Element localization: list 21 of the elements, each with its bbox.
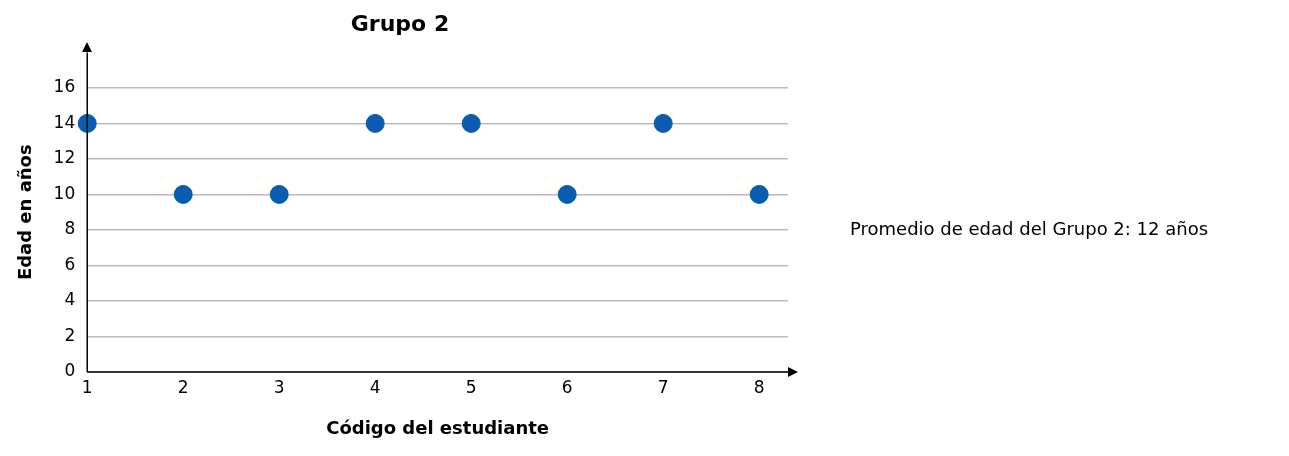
y-tick-label: 2 bbox=[64, 324, 76, 345]
text: Promedio de edad del Grupo 2: 12 años bbox=[850, 217, 1209, 239]
y-tick-label: 16 bbox=[53, 76, 76, 97]
y-tick-label: 0 bbox=[64, 360, 76, 381]
y-tick-label: 12 bbox=[53, 147, 76, 168]
x-tick-label: 4 bbox=[369, 376, 381, 397]
x-tick-label: 2 bbox=[177, 376, 189, 397]
x-tick-label: 7 bbox=[657, 376, 669, 397]
chart-title: Grupo 2 bbox=[350, 10, 450, 36]
x-tick-label: 5 bbox=[465, 376, 477, 397]
y-tick-label: 6 bbox=[64, 253, 76, 274]
x-tick-label: 6 bbox=[561, 376, 573, 397]
x-axis-title: Código del estudiante bbox=[326, 416, 550, 438]
y-tick-label: 4 bbox=[64, 289, 76, 310]
x-tick-label: 8 bbox=[753, 376, 765, 397]
y-tick-label: 8 bbox=[64, 218, 76, 239]
y-tick-label: 14 bbox=[53, 111, 76, 132]
y-tick-label: 10 bbox=[53, 182, 76, 203]
x-tick-label: 3 bbox=[273, 376, 285, 397]
x-tick-label: 1 bbox=[81, 376, 93, 397]
y-axis-title: Edad en años bbox=[14, 144, 36, 281]
